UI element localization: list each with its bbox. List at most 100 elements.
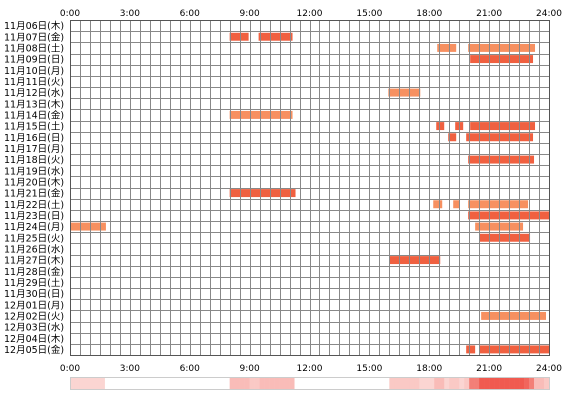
density-cell <box>259 377 265 389</box>
density-cell <box>484 377 490 389</box>
density-cell <box>174 377 181 389</box>
density-cell <box>234 377 240 389</box>
density-cell <box>214 377 220 389</box>
density-cell <box>199 377 206 389</box>
row-label: 11月21日(金) <box>4 188 64 200</box>
bottom-axis-tick-labels: 0:00 3:00 6:00 9:00 12:00 15:00 18:00 21:00 24:0… <box>60 364 562 374</box>
row-label: 11月06日(木) <box>4 20 64 32</box>
density-cell <box>359 377 365 389</box>
density-cell <box>219 377 225 389</box>
density-cell <box>324 377 330 389</box>
top-tick-label: 9:00 <box>240 9 260 19</box>
activity-segment <box>229 110 293 119</box>
row-label: 11月15日(土) <box>4 121 64 133</box>
bottom-tick-label: 9:00 <box>240 364 260 374</box>
row-label: 11月30日(日) <box>4 289 64 300</box>
density-cell <box>284 377 290 389</box>
top-tick-label: 18:00 <box>416 9 442 19</box>
bottom-tick-label: 15:00 <box>356 364 382 374</box>
activity-segment <box>468 211 549 220</box>
row-label: 11月16日(日) <box>4 133 64 144</box>
density-cell <box>79 377 86 389</box>
row-label: 11月26日(水) <box>4 244 64 256</box>
density-cell <box>479 377 485 389</box>
bottom-tick-label: 3:00 <box>120 364 140 374</box>
density-cell <box>334 377 340 389</box>
activity-segment <box>433 200 443 209</box>
density-strip <box>70 377 550 390</box>
density-cell <box>499 377 505 389</box>
density-cell <box>264 377 270 389</box>
density-cell <box>74 377 81 389</box>
density-cell <box>504 377 510 389</box>
density-cell <box>70 377 76 389</box>
density-cell <box>244 377 250 389</box>
row-label: 12月03日(水) <box>4 322 64 334</box>
activity-segment <box>448 133 457 142</box>
activity-segment <box>466 345 476 354</box>
density-cell <box>159 377 166 389</box>
density-cell <box>349 377 355 389</box>
activity-segment <box>479 233 531 242</box>
activity-segment <box>468 43 536 52</box>
density-cell <box>519 377 525 389</box>
row-label: 12月04日(木) <box>4 333 64 345</box>
top-tick-label: 15:00 <box>356 9 382 19</box>
density-cell <box>424 377 430 389</box>
density-cell <box>344 377 350 389</box>
density-cell <box>429 377 435 389</box>
bottom-tick-label: 12:00 <box>297 364 323 374</box>
density-cell <box>489 377 495 389</box>
density-cell <box>239 377 245 389</box>
row-label: 11月10日(月) <box>4 66 64 77</box>
density-cell <box>229 377 235 389</box>
density-cell <box>254 377 260 389</box>
activity-segment <box>388 88 421 97</box>
row-label: 11月09日(日) <box>4 55 64 66</box>
top-tick-label: 21:00 <box>476 9 502 19</box>
density-cell <box>224 377 230 389</box>
density-strip-frame <box>70 377 550 390</box>
row-label: 11月25日(火) <box>4 233 64 244</box>
density-cell <box>184 377 191 389</box>
row-label: 11月22日(土) <box>4 199 64 211</box>
density-cell <box>179 377 186 389</box>
density-cell <box>299 377 305 389</box>
activity-segment <box>481 311 547 320</box>
density-cell <box>304 377 310 389</box>
activity-segment <box>470 55 534 64</box>
density-cell <box>339 377 345 389</box>
row-label: 11月11日(火) <box>4 77 64 88</box>
activity-segment <box>453 200 460 209</box>
row-label: 11月29日(土) <box>4 277 64 289</box>
density-cell <box>209 377 215 389</box>
top-tick-label: 24:00 <box>536 9 562 19</box>
row-label: 11月19日(水) <box>4 165 64 177</box>
density-cell <box>129 377 136 389</box>
top-tick-label: 6:00 <box>180 9 200 19</box>
density-cell <box>104 377 111 389</box>
bottom-tick-label: 24:00 <box>536 364 562 374</box>
bottom-tick-label: 21:00 <box>476 364 502 374</box>
row-label: 11月23日(日) <box>4 211 64 222</box>
density-cell <box>384 377 390 389</box>
density-cell <box>194 377 201 389</box>
row-label: 11月24日(月) <box>4 222 64 233</box>
density-cell <box>534 377 540 389</box>
density-cell <box>444 377 450 389</box>
density-cell <box>114 377 121 389</box>
top-tick-label: 12:00 <box>297 9 323 19</box>
density-cell <box>119 377 126 389</box>
density-cell <box>434 377 440 389</box>
density-cell <box>249 377 255 389</box>
activity-segment <box>479 345 549 354</box>
density-cell <box>409 377 415 389</box>
row-label: 12月02日(火) <box>4 312 64 323</box>
density-cell <box>454 377 460 389</box>
row-label: 11月28日(金) <box>4 266 64 278</box>
density-cell <box>464 377 470 389</box>
density-cell <box>274 377 280 389</box>
row-labels: 11月06日(木)11月07日(金)11月08日(土)11月09日(日)11月1… <box>4 20 64 356</box>
density-cell <box>99 377 106 389</box>
